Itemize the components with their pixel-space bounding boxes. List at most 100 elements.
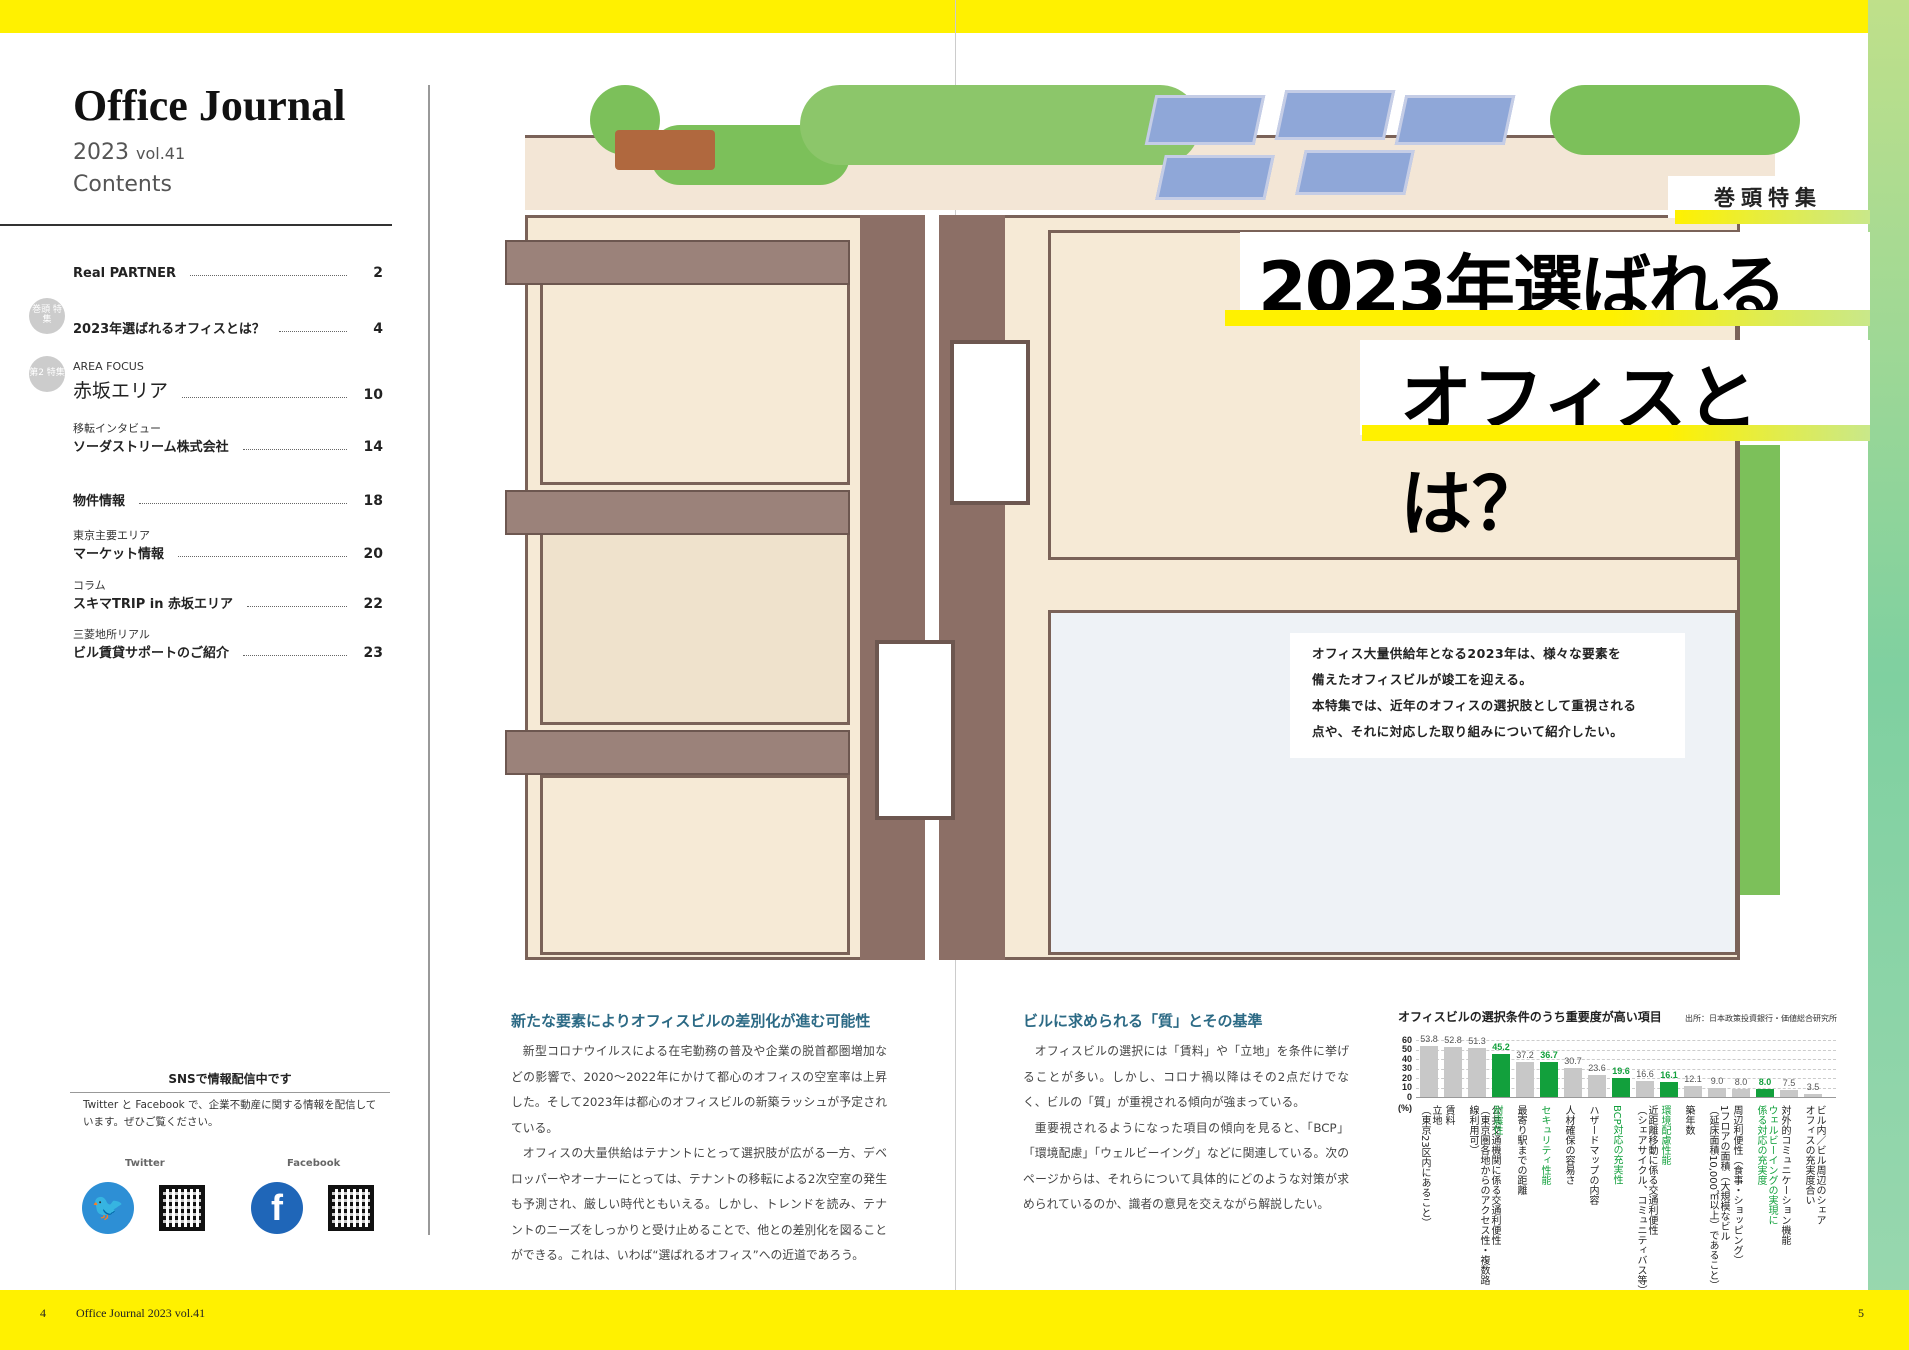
y-tick-label: 40: [1401, 1053, 1412, 1064]
data-label: 37.2: [1516, 1049, 1534, 1060]
solar-panel: [1274, 90, 1396, 140]
category-label: BCP対応の充実性: [1611, 1105, 1622, 1185]
category-label: 耐震性: [1491, 1105, 1502, 1135]
data-label: 8.0: [1758, 1077, 1772, 1088]
twitter-label: Twitter: [125, 1158, 165, 1169]
bar: [1492, 1054, 1510, 1097]
bar: [1444, 1046, 1462, 1097]
bar: [1636, 1081, 1654, 1097]
column-rule: [428, 85, 430, 1235]
y-tick-label: 50: [1401, 1044, 1412, 1054]
toc-item[interactable]: 物件情報 18: [73, 490, 383, 509]
top-band: [0, 0, 1909, 33]
category-label: 対外的コミュニケーション機能: [1779, 1105, 1790, 1245]
facebook-icon[interactable]: f: [251, 1182, 303, 1234]
storage-room: [540, 260, 850, 485]
rooftop-greenery: [800, 85, 1200, 165]
data-label: 7.5: [1782, 1077, 1796, 1088]
right-page-number: 5: [1858, 1306, 1864, 1320]
chart-source: 出所：日本政策投資銀行・価値総合研究所: [1685, 1014, 1837, 1023]
paragraph: オフィスビルの選択には「賃料」や「立地」を条件に挙げることが多い。しかし、コロナ…: [1023, 1044, 1349, 1109]
contents-heading: Contents: [73, 172, 172, 197]
paragraph: オフィスの大量供給はテナントにとって選択肢が広がる一方、デベロッパーやオーナーに…: [511, 1146, 887, 1262]
sns-text: Twitter と Facebook で、企業不動産に関する情報を配信しています…: [83, 1099, 377, 1128]
y-tick-label: 60: [1401, 1034, 1412, 1045]
x-axis: [1416, 1097, 1836, 1098]
toc-page: 10: [363, 387, 383, 403]
dot-leader: [178, 556, 347, 557]
bar: [1804, 1093, 1822, 1097]
bar: [1612, 1078, 1630, 1097]
page-edge-gradient: [1868, 0, 1909, 1350]
gridline: [1416, 1049, 1836, 1051]
data-label: 30.7: [1564, 1055, 1582, 1066]
issue-year: 2023: [73, 140, 129, 165]
category-label: 最寄り駅までの距離: [1515, 1105, 1526, 1195]
toc-subtitle: コラム: [73, 579, 106, 592]
lead-text: オフィス大量供給年となる2023年は、様々な要素を 備えたオフィスビルが竣工を迎…: [1290, 633, 1685, 758]
toc-page: 4: [373, 321, 383, 337]
bottom-band: [0, 1290, 1909, 1350]
data-label: 16.1: [1660, 1069, 1678, 1080]
elevator-car: [875, 640, 955, 820]
toc-item[interactable]: コラム スキマTRIP in 赤坂エリア 22: [73, 579, 383, 612]
toc-page: 18: [363, 493, 383, 509]
headline-highlight: [1225, 310, 1870, 326]
y-axis-unit: (%): [1398, 1103, 1412, 1113]
bar: [1732, 1089, 1750, 1097]
rooftop-greenery: [1550, 85, 1800, 155]
chart-title: オフィスビルの選択条件のうち重要度が高い項目: [1398, 1010, 1662, 1024]
data-label: 23.6: [1588, 1062, 1606, 1073]
dot-leader: [247, 606, 347, 607]
headline-line2-box: オフィスとは？: [1360, 340, 1870, 546]
solar-panel: [1144, 95, 1266, 145]
lead-line: 本特集では、近年のオフィスの選択肢として重視される: [1312, 698, 1637, 713]
dot-leader: [139, 503, 347, 504]
data-label: 9.0: [1710, 1076, 1724, 1087]
masthead-issue: 2023 vol.41: [73, 140, 185, 165]
sns-heading: SNSで情報配信中です: [70, 1070, 390, 1093]
lounge-room: [540, 530, 850, 725]
green-wall: [1740, 445, 1780, 895]
toc-item[interactable]: 三菱地所リアル ビル賃貸サポートのご紹介 23: [73, 628, 383, 661]
dot-leader: [182, 397, 347, 398]
toc-label: ビル賃貸サポートのご紹介: [73, 646, 230, 661]
category-label: セキュリティ性能: [1539, 1105, 1550, 1185]
feature-badge: 第2 特集: [29, 356, 65, 392]
y-tick-label: 0: [1406, 1091, 1412, 1102]
toc-page: 2: [373, 265, 383, 281]
toc-page: 23: [363, 645, 383, 661]
toc-page: 20: [363, 546, 383, 562]
toc-item[interactable]: AREA FOCUS 赤坂エリア 10: [73, 360, 383, 403]
meeting-room: [540, 775, 850, 955]
toc-item[interactable]: Real PARTNER 2: [73, 265, 383, 281]
twitter-icon[interactable]: 🐦: [82, 1182, 134, 1234]
toc-item[interactable]: 東京主要エリア マーケット情報 20: [73, 529, 383, 562]
toc-label: 物件情報: [73, 494, 126, 509]
shaft-rail: [925, 215, 939, 960]
category-label: 近距離移動に係る交通利便性 （シェアサイクル、コミュニティバス等）: [1635, 1105, 1657, 1295]
dot-leader: [278, 331, 347, 332]
data-label: 36.7: [1540, 1050, 1558, 1061]
masthead-title: Office Journal: [73, 81, 346, 130]
data-label: 52.8: [1444, 1034, 1462, 1045]
headline-line1-box: 2023年選ばれる: [1240, 232, 1870, 329]
facebook-qr-code[interactable]: [328, 1185, 374, 1231]
toc-item[interactable]: 2023年選ばれるオフィスとは？ 4: [73, 318, 383, 337]
bar: [1516, 1061, 1534, 1097]
gridline: [1416, 1087, 1836, 1089]
lead-line: 点や、それに対応した取り組みについて紹介したい。: [1312, 724, 1624, 739]
toc-label: スキマTRIP in 赤坂エリア: [73, 597, 234, 612]
article-column-1: 新たな要素によりオフィスビルの差別化が進む可能性 新型コロナウイルスによる在宅勤…: [511, 1010, 887, 1269]
category-label: 1フロアの面積（大規模なビル （延床面積10,000㎡以上）であること）: [1707, 1105, 1729, 1290]
category-label: ウェルビーイングの実現に 係る対応の充実度: [1755, 1105, 1777, 1225]
toc-item[interactable]: 移転インタビュー ソーダストリーム株式会社 14: [73, 422, 383, 455]
floor-beam: [505, 730, 850, 775]
solar-panel: [1394, 95, 1516, 145]
twitter-qr-code[interactable]: [159, 1185, 205, 1231]
bench: [615, 130, 715, 170]
bar: [1684, 1085, 1702, 1097]
solar-panel: [1155, 155, 1275, 200]
data-label: 12.1: [1684, 1073, 1702, 1084]
dot-leader: [242, 449, 347, 450]
